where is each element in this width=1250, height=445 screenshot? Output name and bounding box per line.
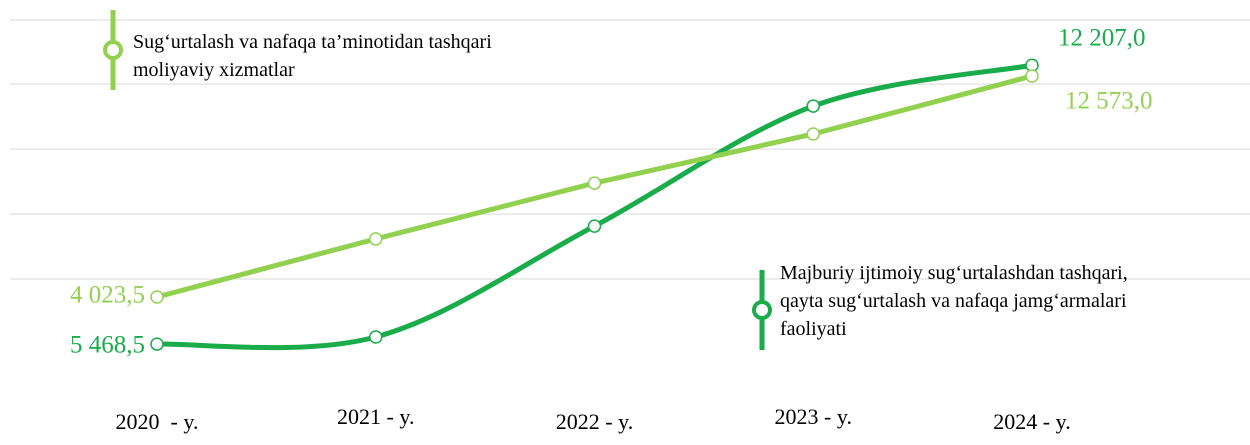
- point-marker: [806, 127, 820, 141]
- x-tick-label: 2023 - y.: [775, 404, 852, 429]
- point-marker: [369, 330, 383, 344]
- point-marker: [1025, 69, 1039, 83]
- value-label: 4 023,5: [70, 282, 145, 309]
- value-label: 12 207,0: [1058, 25, 1146, 52]
- x-tick-label: 2022 - y.: [556, 409, 633, 434]
- point-marker: [369, 232, 383, 246]
- value-label: 5 468,5: [70, 332, 145, 359]
- legend-label: Sug‘urtalash va nafaqa ta’minotidan tash…: [133, 31, 492, 81]
- point-marker: [806, 99, 820, 113]
- legend-icon-circle: [103, 40, 123, 60]
- x-tick-label: 2021 - y.: [337, 404, 414, 429]
- point-marker: [150, 337, 164, 351]
- point-marker: [150, 290, 164, 304]
- legend-label: Majburiy ijtimoiy sug‘urtalashdan tashqa…: [780, 262, 1128, 340]
- legend-icon-circle: [752, 300, 772, 320]
- x-tick-label: 2020 - y.: [116, 409, 199, 434]
- point-marker: [587, 219, 602, 233]
- value-label: 12 573,0: [1065, 88, 1153, 115]
- point-marker: [587, 176, 602, 190]
- x-tick-label: 2024 - y.: [993, 409, 1070, 434]
